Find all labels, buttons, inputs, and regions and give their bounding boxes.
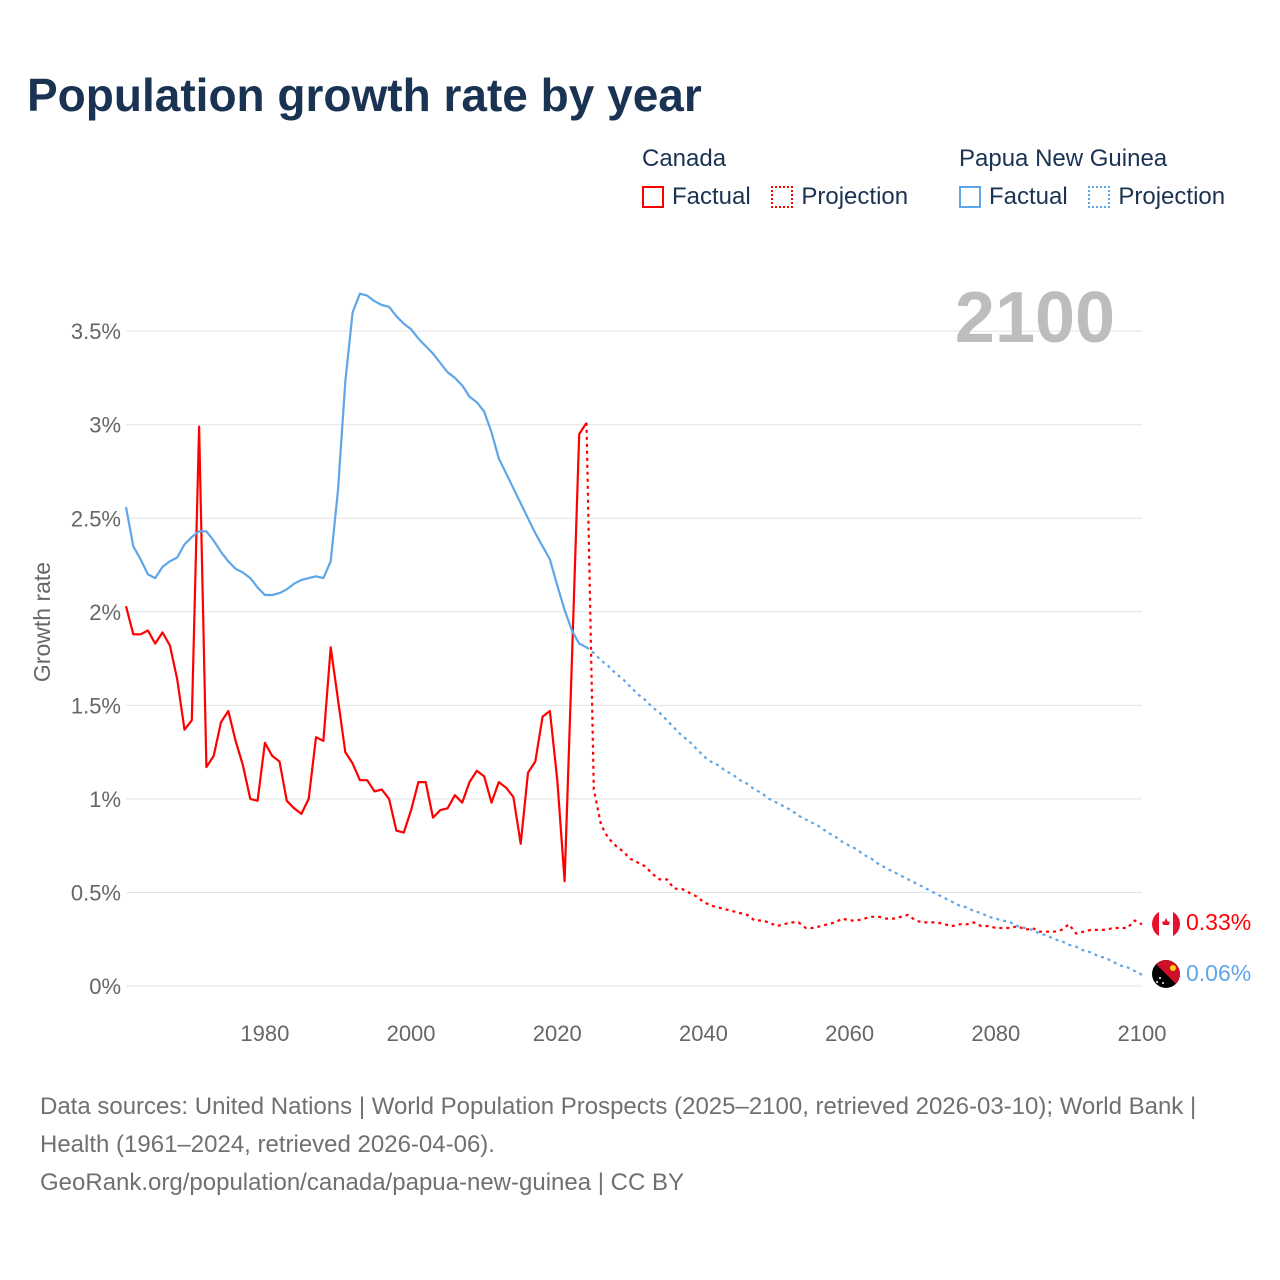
legend-png: Papua New Guinea Factual Projection (959, 145, 1225, 215)
x-tick-label: 2040 (679, 1021, 728, 1046)
x-tick-label: 2020 (533, 1021, 582, 1046)
png-end-value: 0.06% (1186, 960, 1251, 986)
papua-new-guinea-factual-line (124, 292, 587, 649)
canada-projection-line (585, 422, 1143, 935)
dotted-swatch-icon (771, 186, 794, 208)
legend-canada-projection[interactable]: Projection (771, 183, 908, 211)
legend-country-png: Papua New Guinea (959, 145, 1168, 172)
solid-swatch-icon (959, 186, 981, 208)
legend-png-projection[interactable]: Projection (1088, 183, 1225, 211)
gridlines (126, 330, 1142, 987)
canada-factual-line (124, 422, 588, 883)
y-axis-ticks: 0% 0.5% 1% 1.5% 2% 2.5% 3% 3.5% (71, 319, 121, 999)
current-year-label: 2100 (955, 278, 1115, 358)
legend-label: Factual (672, 183, 751, 210)
x-axis-ticks: 1980 2000 2020 2040 2060 2080 2100 (240, 1021, 1166, 1046)
y-tick-label: 1.5% (71, 693, 121, 718)
legend-country-canada: Canada (642, 145, 727, 172)
credit-link[interactable]: GeoRank.org/population/canada/papua-new-… (40, 1169, 684, 1196)
papua-new-guinea-flag-icon (1152, 960, 1180, 988)
papua-new-guinea-projection-line (585, 646, 1143, 976)
x-tick-label: 2000 (387, 1021, 436, 1046)
data-sources: Data sources: United Nations | World Pop… (40, 1093, 1197, 1158)
y-tick-label: 3% (89, 413, 121, 438)
y-tick-label: 1% (89, 787, 121, 812)
solid-swatch-icon (642, 186, 664, 208)
x-tick-label: 2080 (971, 1021, 1020, 1046)
y-tick-label: 3.5% (71, 319, 121, 344)
x-tick-label: 1980 (240, 1021, 289, 1046)
footer: Data sources: United Nations | World Pop… (40, 1088, 1240, 1202)
series-lines (124, 292, 1143, 976)
canada-end-value: 0.33% (1186, 909, 1251, 935)
x-tick-label: 2060 (825, 1021, 874, 1046)
y-tick-label: 0% (89, 974, 121, 999)
y-axis-label: Growth rate (29, 562, 55, 682)
y-tick-label: 2% (89, 600, 121, 625)
legend-canada-factual[interactable]: Factual (642, 183, 751, 211)
y-tick-label: 0.5% (71, 880, 121, 905)
legend-label: Projection (801, 183, 909, 210)
y-tick-label: 2.5% (71, 506, 121, 531)
canada-flag-icon (1152, 910, 1180, 938)
dotted-swatch-icon (1088, 186, 1111, 208)
x-tick-label: 2100 (1118, 1021, 1167, 1046)
legend-png-factual[interactable]: Factual (959, 183, 1068, 211)
legend-label: Factual (989, 183, 1068, 210)
legend-canada: Canada Factual Projection (642, 145, 922, 215)
chart-title: Population growth rate by year (27, 69, 702, 121)
legend-label: Projection (1118, 183, 1226, 210)
